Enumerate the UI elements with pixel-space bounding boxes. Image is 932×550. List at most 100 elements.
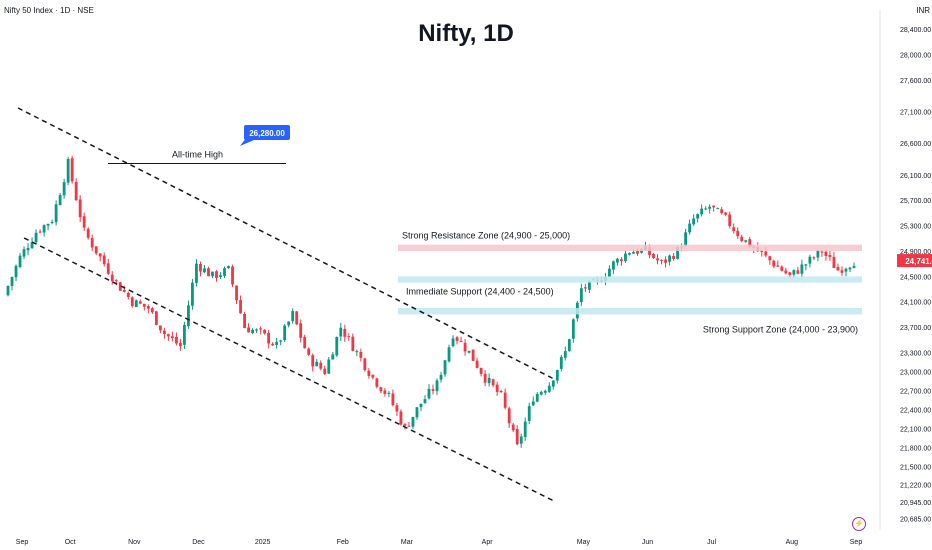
y-tick-label: 22,400.00: [900, 408, 931, 415]
candle-body: [523, 421, 527, 437]
candle-body: [146, 306, 150, 309]
candle-body: [587, 280, 591, 290]
y-tick-label: 28,000.00: [900, 52, 931, 59]
candle-body: [716, 208, 720, 210]
x-tick-label: Aug: [786, 539, 799, 546]
candle-body: [126, 292, 130, 298]
candle-body: [688, 223, 692, 233]
candle-body: [828, 254, 832, 257]
candle-body: [427, 388, 431, 399]
x-tick-label: Oct: [65, 539, 76, 546]
candle-body: [628, 253, 631, 255]
lightning-icon[interactable]: ⚡: [852, 517, 866, 531]
candle-body: [632, 252, 635, 254]
candle-body: [199, 263, 202, 272]
candle-body: [371, 374, 375, 378]
resistance-zone: [398, 244, 862, 251]
candle-body: [231, 266, 234, 285]
candle-body: [287, 321, 291, 326]
candle-body: [616, 258, 619, 263]
candle-body: [435, 380, 439, 392]
candle-body: [114, 280, 118, 282]
candle-body: [319, 362, 323, 369]
candle-body: [387, 392, 391, 394]
candle-body: [166, 334, 170, 337]
candle-body: [122, 289, 126, 292]
candle-body: [94, 246, 98, 254]
candle-body: [740, 236, 744, 241]
candle-body: [355, 351, 359, 353]
candle-body: [295, 311, 299, 325]
candle-body: [796, 270, 800, 274]
last-price-text: 24,741.00: [905, 257, 932, 266]
candle-body: [852, 266, 856, 269]
y-tick-label: 22,700.00: [900, 388, 931, 395]
candle-body: [235, 285, 238, 301]
x-tick-label: Dec: [192, 539, 205, 546]
candle-body: [419, 403, 423, 408]
candle-body: [255, 329, 258, 331]
candle-body: [559, 356, 563, 369]
candle-body: [78, 199, 82, 218]
y-tick-label: 20,685.00: [900, 516, 931, 523]
candle-body: [46, 223, 50, 226]
candle-body: [836, 266, 840, 271]
candle-body: [243, 313, 246, 329]
candle-body: [636, 250, 639, 254]
candle-body: [195, 263, 198, 283]
candle-body: [672, 255, 675, 259]
y-tick-label: 26,600.00: [900, 141, 931, 148]
resistance-label: Strong Resistance Zone (24,900 - 25,000): [402, 231, 570, 241]
y-tick-label: 28,400.00: [900, 27, 931, 34]
candle-body: [503, 392, 507, 408]
candle-body: [14, 265, 18, 278]
candle-body: [138, 301, 142, 304]
candle-body: [640, 249, 643, 253]
candle-body: [451, 338, 455, 347]
y-tick-label: 27,100.00: [900, 109, 931, 116]
candle-body: [271, 343, 275, 346]
candle-body: [571, 319, 575, 339]
symbol-label: Nifty 50 Index · 1D · NSE: [4, 6, 94, 15]
candle-body: [624, 253, 627, 262]
candle-body: [704, 208, 708, 210]
candle-body: [6, 285, 10, 296]
candle-body: [102, 255, 106, 265]
ath-value-pointer: [240, 138, 254, 146]
candle-body: [820, 251, 824, 253]
candle-body: [511, 424, 515, 431]
candle-body: [379, 387, 383, 392]
candle-body: [447, 347, 451, 362]
candle-body: [203, 268, 206, 273]
candle-body: [471, 349, 475, 361]
candle-body: [744, 240, 748, 242]
y-tick-label: 27,600.00: [900, 78, 931, 85]
y-tick-label: 24,900.00: [900, 249, 931, 256]
candle-body: [656, 258, 659, 261]
candle-body: [179, 342, 182, 347]
x-tick-label: Sep: [850, 539, 863, 546]
candle-body: [98, 253, 102, 257]
candle-body: [106, 263, 110, 274]
x-tick-label: Jun: [642, 539, 653, 546]
candle-body: [832, 256, 836, 268]
y-tick-label: 25,700.00: [900, 198, 931, 205]
candle-body: [800, 264, 804, 274]
candle-body: [684, 232, 688, 247]
candle-body: [363, 358, 367, 371]
ath-label: All-time High: [172, 149, 223, 159]
candle-body: [347, 336, 351, 338]
candle-body: [303, 336, 307, 349]
y-tick-label: 21,220.00: [900, 482, 931, 489]
candle-body: [840, 270, 844, 273]
candle-body: [535, 393, 539, 402]
candle-body: [792, 269, 796, 275]
candle-body: [170, 336, 174, 339]
candle-body: [848, 267, 852, 270]
candle-body: [824, 251, 828, 256]
candle-body: [620, 259, 623, 262]
ath-value-box: [244, 125, 290, 140]
y-tick-label: 23,700.00: [900, 325, 931, 332]
candle-body: [259, 328, 263, 330]
